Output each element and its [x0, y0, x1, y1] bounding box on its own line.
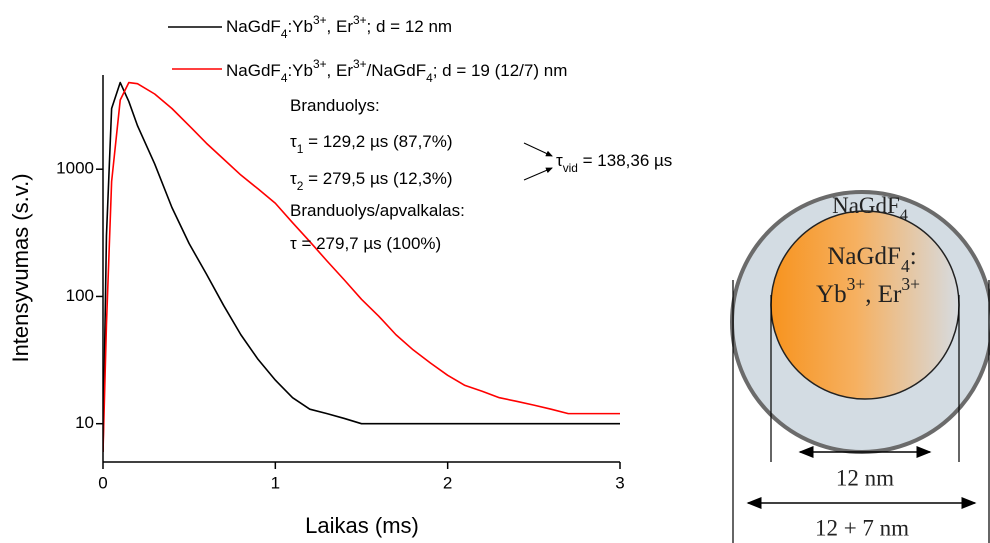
legend-label: NaGdF4:Yb3+, Er3+/NaGdF4; d = 19 (12/7) … [226, 57, 567, 85]
annotation: τvid = 138,36 µs [556, 151, 672, 175]
x-tick-label: 1 [271, 473, 280, 492]
shell-label: NaGdF4 [832, 193, 908, 224]
y-tick-label: 100 [66, 286, 94, 305]
dimension-label: 12 nm [836, 465, 894, 490]
y-tick-label: 10 [75, 413, 94, 432]
dimension-label: 12 + 7 nm [815, 515, 909, 540]
annotation: τ = 279,7 µs (100%) [290, 234, 441, 253]
core-label: NaGdF4: [827, 243, 916, 276]
nanoparticle-diagram: NaGdF4 NaGdF4: Yb3+, Er3+ 12 nm 12 + 7 n… [730, 190, 990, 543]
x-tick-label: 3 [615, 473, 624, 492]
y-axis-label: Intensyvumas (s.v.) [8, 173, 33, 362]
x-tick-label: 2 [443, 473, 452, 492]
plot [103, 81, 620, 452]
x-axis-label: Laikas (ms) [305, 513, 419, 538]
legend-label: NaGdF4:Yb3+, Er3+; d = 12 nm [226, 13, 452, 41]
core-label: Yb3+, Er3+ [816, 274, 920, 308]
annotation-arrow [523, 142, 553, 157]
annotation: Branduolys: [290, 96, 380, 115]
annotation: τ1 = 129,2 µs (87,7%) [290, 132, 453, 156]
y-tick-label: 1000 [56, 159, 94, 178]
plot-lines [103, 81, 620, 452]
annotation: τ2 = 279,5 µs (12,3%) [290, 169, 453, 193]
annotation-arrow [523, 167, 553, 181]
x-tick-label: 0 [98, 473, 107, 492]
decay-curve [103, 81, 620, 452]
annotation: Branduolys/apvalkalas: [290, 201, 465, 220]
decay-curve [103, 81, 620, 452]
